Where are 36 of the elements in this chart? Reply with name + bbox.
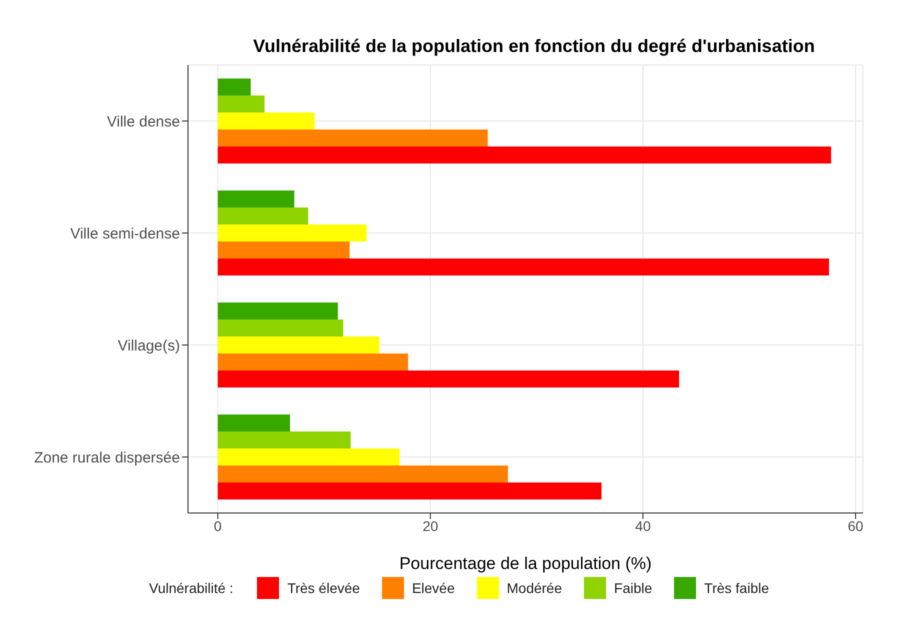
bar	[218, 482, 602, 500]
bar	[218, 370, 680, 388]
y-tick-label: Ville semi-dense	[70, 225, 180, 242]
legend-label: Modérée	[506, 579, 562, 598]
bar	[218, 336, 380, 354]
y-tick-label: Zone rurale dispersée	[34, 449, 180, 466]
chart-title: Vulnérabilité de la population en fonction du degré d'urbanisation	[252, 36, 816, 57]
bar	[218, 95, 265, 112]
legend-label: Très faible	[703, 579, 769, 598]
bar	[218, 78, 251, 96]
legend-title: Vulnérabilité :	[149, 580, 234, 596]
x-tick-label: 40	[635, 518, 651, 534]
x-tick-label: 60	[848, 518, 864, 534]
bar	[218, 319, 344, 336]
legend-label: Faible	[613, 579, 652, 598]
bar	[218, 207, 308, 224]
bar	[218, 258, 829, 276]
x-tick-label: 0	[214, 518, 222, 534]
bar	[218, 112, 314, 130]
bar	[218, 241, 350, 258]
bar	[218, 146, 832, 164]
bar	[218, 129, 488, 146]
y-tick-label: Ville dense	[106, 113, 180, 130]
bar	[218, 353, 408, 370]
bar	[218, 448, 400, 466]
bar	[218, 414, 290, 432]
bar	[218, 465, 508, 482]
x-axis-title: Pourcentage de la population (%)	[399, 554, 652, 573]
bar	[218, 224, 367, 242]
y-tick-label: Village(s)	[118, 337, 180, 354]
legend-label: Elevée	[410, 579, 455, 598]
bar	[218, 190, 294, 208]
x-tick-label: 20	[422, 518, 438, 534]
bar	[218, 431, 351, 448]
legend-label: Très élevée	[286, 579, 360, 598]
bar	[218, 302, 338, 320]
